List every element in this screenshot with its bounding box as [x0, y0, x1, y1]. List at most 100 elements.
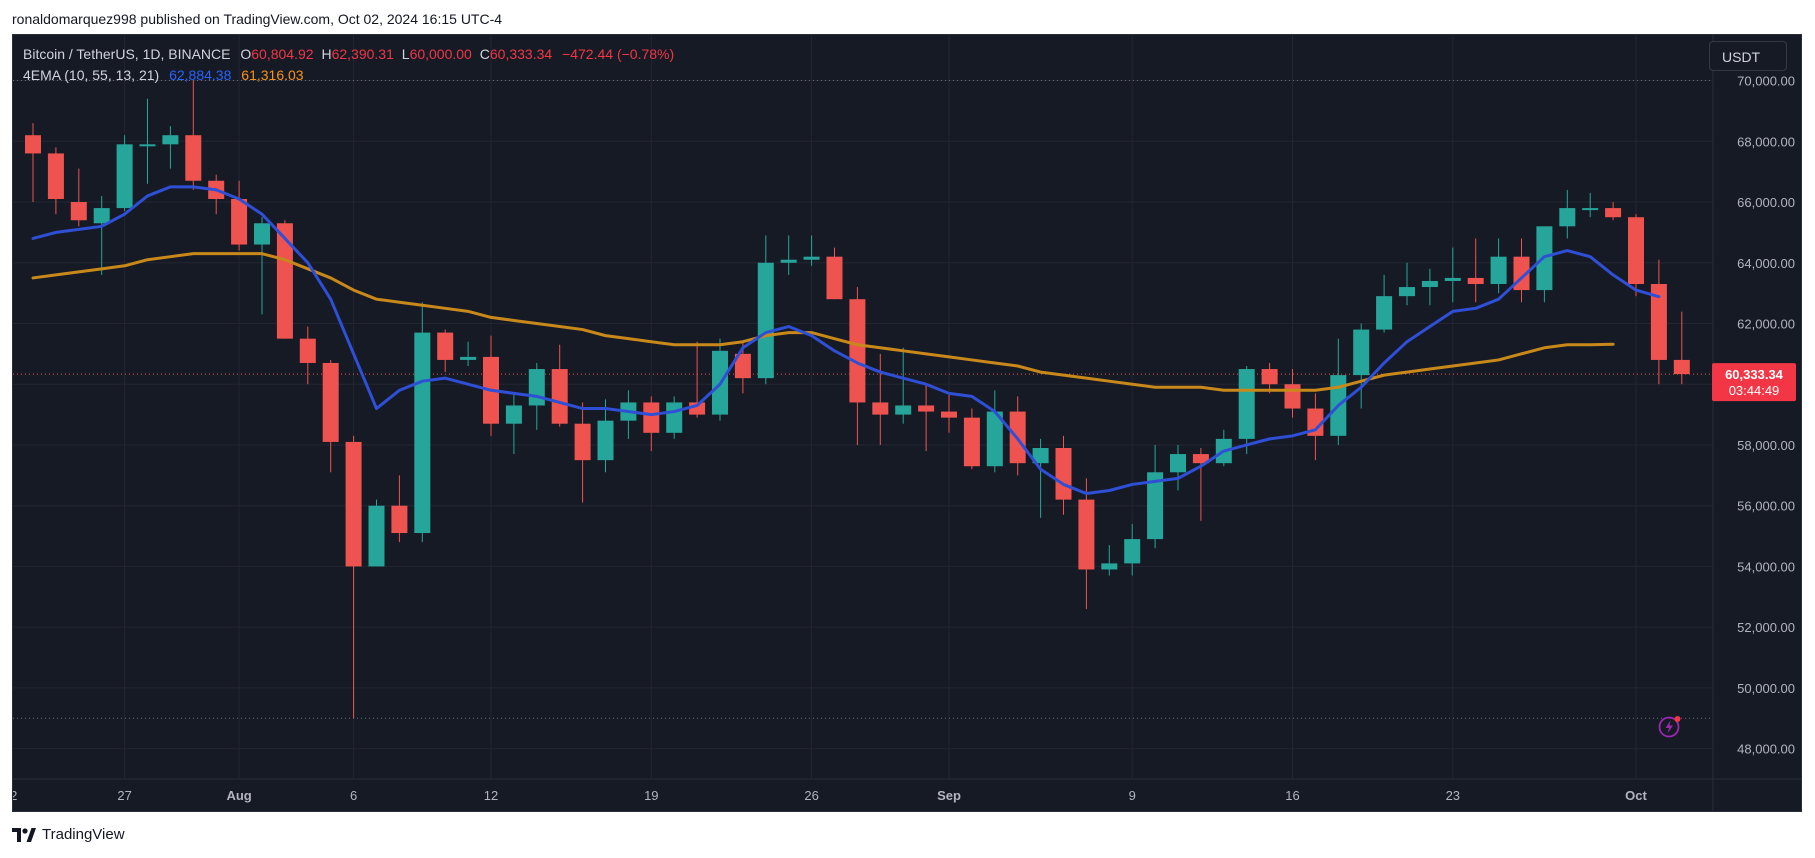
price-axis-label: 50,000.00: [1737, 681, 1795, 696]
candle-body[interactable]: [1101, 563, 1118, 570]
candle-body[interactable]: [231, 198, 248, 245]
candle-body[interactable]: [1261, 369, 1278, 385]
candle-body[interactable]: [941, 411, 957, 418]
candle-body[interactable]: [666, 402, 683, 433]
candle-body[interactable]: [1467, 277, 1484, 285]
candle-body[interactable]: [460, 356, 477, 360]
candle-body[interactable]: [826, 256, 843, 300]
candle-body[interactable]: [1421, 280, 1438, 288]
candle-body[interactable]: [299, 338, 316, 363]
candle-body[interactable]: [322, 362, 339, 442]
candle-body[interactable]: [1032, 447, 1049, 464]
time-axis-label: Oct: [1625, 788, 1647, 803]
candle-body[interactable]: [1055, 447, 1072, 500]
ema-slow-line[interactable]: [31, 252, 1615, 392]
candle-body[interactable]: [139, 144, 156, 147]
candle-body[interactable]: [1078, 499, 1095, 570]
candle-body[interactable]: [849, 299, 866, 403]
candle-body[interactable]: [368, 505, 385, 567]
legend-symbol[interactable]: Bitcoin / TetherUS, 1D, BINANCE: [23, 46, 231, 62]
candle-body[interactable]: [1444, 277, 1461, 281]
candle-body[interactable]: [1605, 208, 1622, 218]
candle-body[interactable]: [1376, 296, 1393, 330]
candle-body[interactable]: [1399, 287, 1415, 297]
candle-body[interactable]: [1307, 408, 1324, 436]
candle-body[interactable]: [1238, 369, 1255, 439]
candle-body[interactable]: [345, 441, 362, 567]
candle-body[interactable]: [1582, 208, 1599, 211]
tradingview-logo[interactable]: TradingView: [12, 826, 125, 843]
legend-low-value: 60,000.00: [409, 46, 472, 62]
price-axis-label: 58,000.00: [1737, 438, 1795, 453]
candle-body[interactable]: [597, 420, 614, 461]
candle-body[interactable]: [1124, 539, 1141, 564]
last-price-tag[interactable]: [1712, 363, 1796, 402]
candle-body[interactable]: [1147, 472, 1164, 540]
candle-body[interactable]: [895, 405, 912, 415]
candle-body[interactable]: [780, 259, 797, 263]
legend-ohlc-row: Bitcoin / TetherUS, 1D, BINANCE O60,804.…: [23, 44, 674, 65]
legend-low-label: L: [401, 46, 410, 62]
candle-countdown: 03:44:49: [1729, 383, 1780, 398]
candle-body[interactable]: [185, 135, 202, 181]
ema-fast-line[interactable]: [31, 185, 1661, 496]
candle-body[interactable]: [1284, 384, 1301, 409]
price-axis-label: 54,000.00: [1737, 559, 1795, 574]
candle-body[interactable]: [70, 202, 87, 221]
time-axis-label: Sep: [937, 788, 961, 803]
candle-body[interactable]: [803, 256, 820, 260]
candle-body[interactable]: [116, 144, 133, 209]
price-axis-label: 68,000.00: [1737, 134, 1795, 149]
candle-body[interactable]: [574, 423, 591, 461]
candle-body[interactable]: [1559, 208, 1576, 227]
time-axis-label: 12: [484, 788, 498, 803]
candle-body[interactable]: [872, 402, 889, 415]
currency-button[interactable]: USDT: [1709, 41, 1787, 71]
candle-body[interactable]: [1353, 329, 1370, 376]
legend-close-value: 60,333.34: [489, 46, 553, 62]
price-axis-label: 62,000.00: [1737, 316, 1795, 331]
candle-body[interactable]: [414, 332, 431, 534]
legend-ema-fast-value: 62,884.38: [169, 67, 232, 83]
legend-open-value: 60,804.92: [251, 46, 314, 62]
candle-body[interactable]: [1192, 454, 1209, 464]
last-price-value: 60,333.34: [1725, 367, 1784, 382]
publisher-bar: ronaldomarquez998 published on TradingVi…: [0, 0, 1815, 34]
time-axis-label: 6: [350, 788, 357, 803]
candle-body[interactable]: [1650, 284, 1667, 360]
candle-body[interactable]: [25, 135, 41, 154]
legend-open-label: O: [240, 46, 252, 62]
price-axis-label: 66,000.00: [1737, 195, 1795, 210]
candle-body[interactable]: [1628, 217, 1644, 285]
candle-body[interactable]: [1170, 454, 1186, 473]
price-axis-label: 52,000.00: [1737, 620, 1795, 635]
candle-body[interactable]: [734, 353, 751, 379]
candle-body[interactable]: [93, 208, 110, 224]
time-axis-label: 27: [117, 788, 131, 803]
chart-panel[interactable]: 48,000.00 50,000.00 52,000.00 54,000.00 56,0…: [12, 34, 1802, 812]
candle-body[interactable]: [528, 369, 545, 406]
candle-body[interactable]: [986, 411, 1003, 467]
candle-body[interactable]: [1490, 256, 1507, 285]
candle-body[interactable]: [551, 369, 568, 424]
time-axis-label: 26: [804, 788, 818, 803]
candle-body[interactable]: [643, 402, 660, 433]
candlestick-chart[interactable]: 48,000.00 50,000.00 52,000.00 54,000.00 56,0…: [13, 35, 1802, 812]
lightning-icon[interactable]: [1657, 713, 1683, 739]
candle-body[interactable]: [757, 262, 774, 379]
legend-indicator-name[interactable]: 4EMA (10, 55, 13, 21): [23, 67, 160, 83]
candle-body[interactable]: [254, 223, 270, 245]
publisher-text: ronaldomarquez998 published on TradingVi…: [12, 11, 503, 27]
candle-body[interactable]: [162, 135, 179, 145]
candle-body[interactable]: [1673, 359, 1690, 375]
candle-body[interactable]: [276, 223, 293, 339]
candle-body[interactable]: [391, 505, 408, 534]
legend-indicator-row: 4EMA (10, 55, 13, 21) 62,884.38 61,316.0…: [23, 65, 674, 86]
candle-body[interactable]: [963, 417, 980, 467]
candle-body[interactable]: [505, 405, 522, 424]
candle-body[interactable]: [437, 332, 454, 360]
candle-body[interactable]: [47, 153, 64, 199]
tradingview-logo-icon: [12, 827, 36, 842]
price-axis-label: 56,000.00: [1737, 499, 1795, 514]
candle-body[interactable]: [918, 405, 935, 412]
